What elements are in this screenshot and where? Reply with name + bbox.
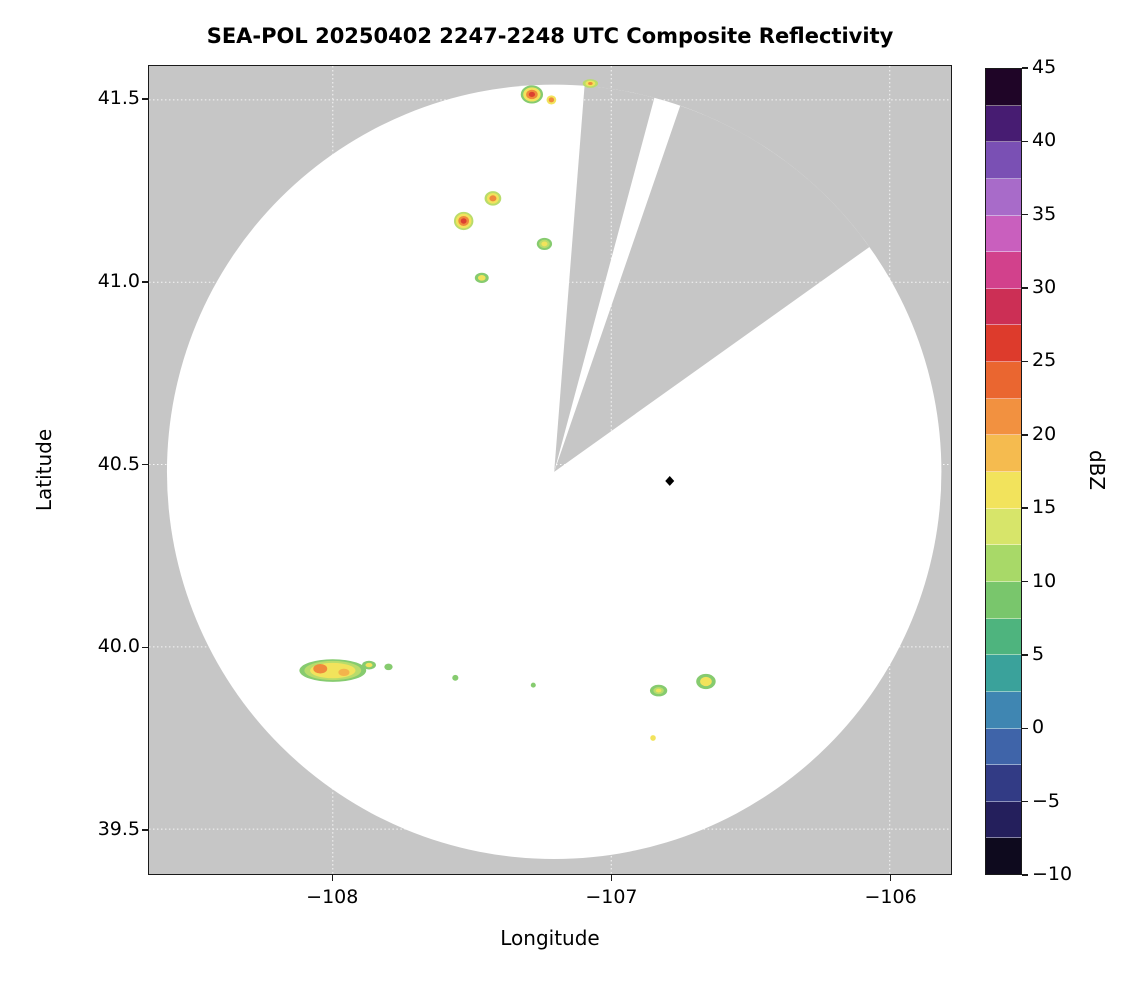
colorbar-segment (986, 765, 1021, 802)
echo-blob (365, 662, 373, 668)
y-tick-label: 41.5 (97, 86, 140, 109)
echo-blob (700, 676, 712, 687)
colorbar-tick-label: 25 (1032, 349, 1057, 372)
colorbar-tick-label: 5 (1032, 642, 1045, 665)
colorbar-segment (986, 398, 1021, 436)
colorbar-tick-label: −5 (1032, 789, 1061, 812)
colorbar-segment (986, 178, 1021, 216)
echo-blob (655, 688, 662, 693)
echo-blob (489, 195, 497, 202)
echo-blob (541, 241, 548, 247)
echo-blob (338, 668, 350, 677)
colorbar-segment (986, 728, 1021, 766)
y-tick-label: 39.5 (97, 818, 140, 841)
echo-blob (588, 82, 593, 85)
colorbar-segment (986, 691, 1021, 729)
y-tick-label: 41.0 (97, 269, 140, 292)
colorbar-tick-mark (1022, 140, 1028, 143)
colorbar-segment (986, 801, 1021, 839)
colorbar-tick-label: 45 (1032, 56, 1057, 78)
colorbar-segment (986, 581, 1021, 619)
echo-blob (452, 674, 459, 681)
colorbar-tick-label: 35 (1032, 202, 1057, 225)
x-tick-label: −106 (864, 886, 917, 908)
colorbar-tick-label: 40 (1032, 129, 1057, 152)
colorbar-tick-mark (1022, 800, 1028, 803)
x-tick-mark (889, 875, 892, 881)
y-tick-label: 40.0 (97, 635, 140, 658)
colorbar-segment (986, 252, 1021, 289)
colorbar-tick-label: −10 (1032, 863, 1073, 885)
colorbar-segment (986, 435, 1021, 473)
colorbar-segment (986, 655, 1021, 692)
x-tick-label: −107 (585, 886, 638, 908)
x-tick-mark (610, 875, 613, 881)
x-tick-mark (331, 875, 333, 881)
colorbar-segment (986, 508, 1021, 546)
echo-blob (548, 97, 555, 103)
colorbar-segment (986, 215, 1021, 253)
colorbar-tick-mark (1022, 213, 1028, 216)
y-tick-mark (142, 463, 148, 466)
colorbar-segment (986, 618, 1021, 656)
plot-area (148, 65, 952, 875)
radar-site-marker (665, 475, 675, 486)
x-axis-label: Longitude (500, 926, 600, 950)
x-tick-label: −108 (306, 886, 359, 908)
colorbar-tick-label: 15 (1032, 496, 1057, 519)
colorbar-tick-mark (1022, 360, 1028, 363)
colorbar (985, 68, 1022, 875)
plot-title: SEA-POL 20250402 2247-2248 UTC Composite… (206, 24, 894, 48)
colorbar-tick-mark (1022, 580, 1028, 583)
echo-blob (460, 218, 467, 224)
colorbar-tick-label: 10 (1032, 569, 1057, 592)
y-tick-mark (142, 281, 148, 283)
colorbar-tick-label: 30 (1032, 276, 1057, 299)
colorbar-tick-label: 0 (1032, 716, 1045, 739)
y-axis-label: Latitude (32, 428, 56, 512)
colorbar-tick-mark (1022, 287, 1028, 289)
echo-blob (384, 663, 393, 671)
colorbar-tick-mark (1022, 67, 1028, 69)
echo-blob (650, 735, 656, 741)
echo-blob (313, 663, 328, 674)
colorbar-segment (986, 362, 1021, 399)
colorbar-tick-mark (1022, 727, 1028, 730)
y-tick-mark (142, 646, 148, 649)
colorbar-tick-mark (1022, 874, 1028, 876)
colorbar-segment (986, 105, 1021, 143)
colorbar-segment (986, 69, 1021, 106)
colorbar-segment (986, 472, 1021, 509)
colorbar-tick-mark (1022, 507, 1028, 509)
colorbar-tick-mark (1022, 654, 1028, 656)
echo-blob (530, 682, 536, 688)
y-tick-mark (142, 829, 148, 831)
y-tick-label: 40.5 (97, 452, 140, 475)
colorbar-segment (986, 142, 1021, 179)
echo-blob (477, 275, 486, 281)
colorbar-tick-label: 20 (1032, 422, 1057, 445)
colorbar-tick-mark (1022, 434, 1028, 436)
colorbar-segment (986, 288, 1021, 326)
blocked-sector-wedge (554, 105, 870, 472)
echo-blob (528, 91, 536, 97)
colorbar-segment (986, 838, 1021, 875)
colorbar-segment (986, 325, 1021, 363)
colorbar-label: dBZ (1085, 449, 1109, 491)
colorbar-segment (986, 545, 1021, 582)
y-tick-mark (142, 98, 148, 100)
reflectivity-plot (149, 66, 951, 874)
blocked-sector-wedge (554, 85, 655, 472)
